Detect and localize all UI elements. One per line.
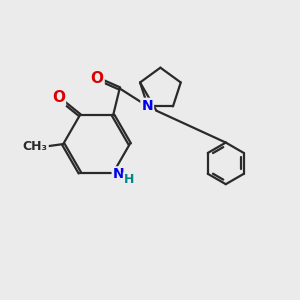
- Text: O: O: [91, 70, 103, 86]
- Text: CH₃: CH₃: [23, 140, 48, 153]
- Text: N: N: [113, 167, 124, 182]
- Text: N: N: [141, 99, 153, 113]
- Text: H: H: [123, 173, 134, 186]
- Text: O: O: [52, 91, 65, 106]
